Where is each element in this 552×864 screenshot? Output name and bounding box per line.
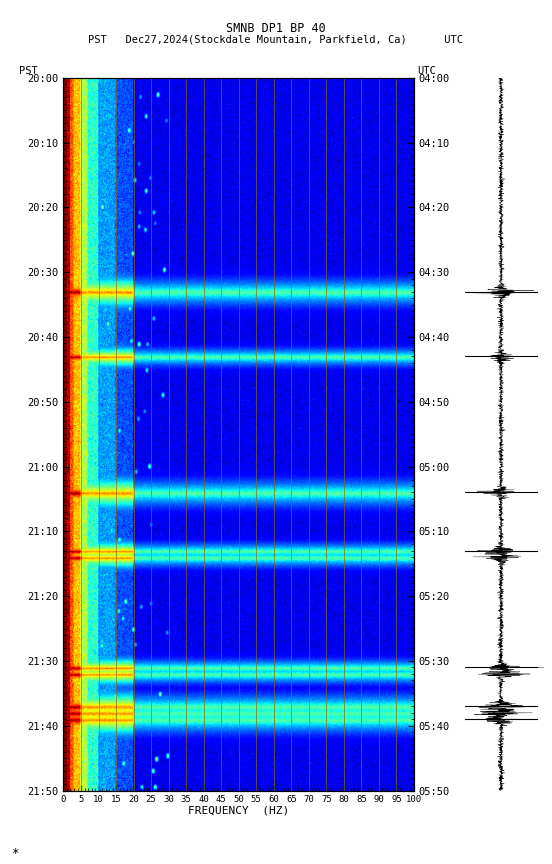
Text: PST   Dec27,2024(Stockdale Mountain, Parkfield, Ca)      UTC: PST Dec27,2024(Stockdale Mountain, Parkf… [88,35,464,45]
Text: *: * [11,847,19,860]
Text: SMNB DP1 BP 40: SMNB DP1 BP 40 [226,22,326,35]
X-axis label: FREQUENCY  (HZ): FREQUENCY (HZ) [188,806,289,816]
Text: UTC: UTC [417,66,436,76]
Text: PST: PST [19,66,38,76]
